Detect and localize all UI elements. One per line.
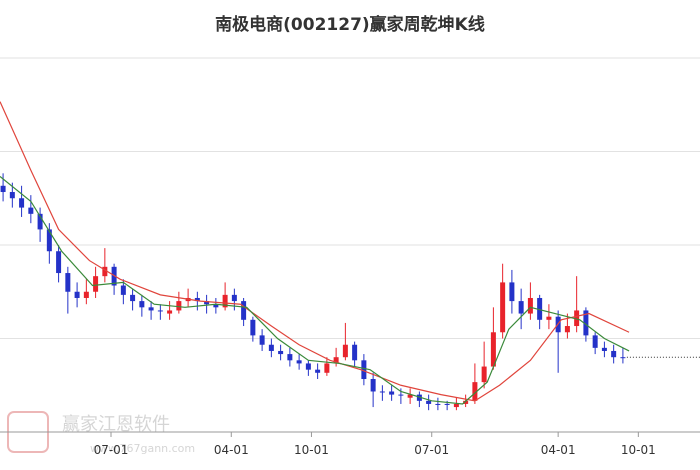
- candle-body: [19, 198, 25, 208]
- candle-body: [407, 394, 413, 398]
- candle-body: [278, 350, 284, 355]
- x-tick-label: 04-01: [214, 443, 249, 457]
- watermark: 赢家江恩软件 www.767gann.com: [7, 411, 195, 455]
- candle-body: [176, 301, 182, 311]
- candle-body: [546, 316, 552, 320]
- candle-body: [305, 363, 311, 370]
- watermark-url: www.767gann.com: [90, 442, 195, 455]
- candle-body: [453, 403, 459, 408]
- candle-body: [268, 344, 274, 351]
- candle-body: [611, 350, 617, 358]
- candle-body: [157, 310, 163, 312]
- x-tick-label: 10-01: [294, 443, 329, 457]
- candle-body: [472, 382, 478, 401]
- candle-body: [490, 332, 496, 367]
- candle-body: [204, 301, 210, 305]
- candle-body: [120, 285, 126, 295]
- candle-body: [222, 294, 228, 308]
- candle-body: [213, 304, 219, 308]
- candle-body: [9, 192, 15, 199]
- candle-body: [315, 369, 321, 373]
- candle-body: [93, 276, 99, 292]
- candle-body: [46, 229, 52, 252]
- candle-body: [130, 294, 136, 302]
- candle-body: [37, 213, 43, 230]
- candle-body: [231, 294, 237, 302]
- candle-body: [259, 335, 265, 345]
- candle-body: [444, 403, 450, 405]
- candle-body: [342, 344, 348, 358]
- candle-body: [148, 307, 154, 311]
- candle-body: [352, 344, 358, 361]
- candle-body: [0, 185, 6, 193]
- x-tick-label: 07-01: [94, 443, 129, 457]
- candle-body: [324, 363, 330, 373]
- candle-body: [463, 400, 469, 404]
- candle-body: [250, 319, 256, 336]
- candle-body: [564, 326, 570, 333]
- candle-body: [500, 282, 506, 333]
- chart-title: 南极电商(002127)赢家周乾坤K线: [215, 14, 485, 35]
- candle-body: [287, 354, 293, 361]
- candle-body: [65, 273, 71, 292]
- candle-body: [56, 251, 62, 274]
- candle-body: [518, 301, 524, 314]
- x-tick-label: 07-01: [414, 443, 449, 457]
- candle-body: [398, 394, 404, 396]
- candle-body: [370, 379, 376, 392]
- candle-body: [481, 366, 487, 383]
- moving-average: [0, 175, 630, 405]
- candle-body: [167, 310, 173, 314]
- x-tick-label: 10-01: [621, 443, 656, 457]
- candle-body: [389, 391, 395, 395]
- candle-body: [102, 266, 108, 277]
- candle-body: [333, 357, 339, 364]
- candle-body: [537, 297, 543, 320]
- candle-body: [426, 400, 432, 404]
- candle-body: [527, 297, 533, 314]
- moving-average: [0, 101, 630, 402]
- candle-body: [620, 357, 626, 359]
- candle-body: [361, 360, 367, 380]
- candle-body: [28, 207, 34, 214]
- candle-body: [435, 403, 441, 405]
- candle-body: [574, 310, 580, 327]
- candle-body: [74, 291, 80, 298]
- candle-body: [379, 391, 385, 393]
- watermark-text: 赢家江恩软件: [62, 413, 170, 435]
- candle-body: [139, 301, 145, 308]
- candle-body: [296, 360, 302, 364]
- candle-body: [241, 301, 247, 320]
- x-tick-label: 04-01: [541, 443, 576, 457]
- candle-body: [601, 347, 607, 351]
- candle-body: [194, 297, 200, 302]
- candle-body: [509, 282, 515, 302]
- candle-body: [592, 335, 598, 348]
- candle-body: [583, 310, 589, 336]
- candle-body: [83, 291, 89, 298]
